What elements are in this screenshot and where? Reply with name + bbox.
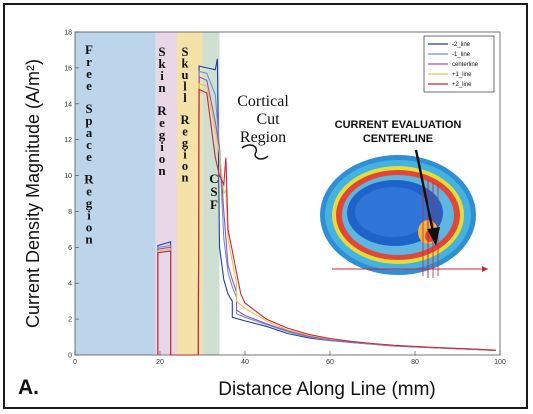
legend-label--1_line: -1_line (452, 52, 471, 58)
series-layer (157, 58, 496, 356)
y-tick-label: 8 (68, 209, 72, 216)
y-tick-label: 0 (68, 353, 72, 360)
axes-layer: 0 20 40 60 80 100 0 2 4 6 8 10 12 14 16 18 Distance Alon… (18, 30, 506, 401)
annotations-layer: Cortical Cut Region CURRENT EVALUATION CENTE… (237, 93, 461, 246)
series-line-+2_line (157, 88, 496, 356)
plot-area-border (74, 31, 501, 356)
x-tick-label: 100 (494, 359, 506, 366)
y-tick-label: 4 (68, 281, 72, 288)
y-tick-label: 10 (64, 173, 72, 180)
legend: -2_line -1_line centerline +1_line +2_line (423, 35, 495, 93)
legend-label-+2_line: +2_line (452, 82, 472, 88)
squiggle-pointer (241, 144, 269, 160)
region-band-0 (75, 32, 156, 355)
evaluation-arrow-head (427, 227, 440, 246)
region-band-1 (155, 32, 177, 355)
brain-cross-section-inset (320, 155, 488, 278)
y-tick-label: 6 (68, 245, 72, 252)
x-tick-label: 80 (411, 359, 419, 366)
annotation-evaluation-centerline: CURRENT EVALUATION CENTERLINE (335, 119, 462, 145)
y-axis-label: Current Density Magnitude (A/m²) (23, 59, 43, 328)
legend-label-centerline: centerline (452, 62, 479, 68)
x-tick-label: 60 (326, 359, 334, 366)
x-tick-label: 20 (156, 359, 164, 366)
evaluation-arrow-shaft (414, 149, 435, 233)
y-tick-label: 12 (64, 137, 72, 144)
x-tick-label: 0 (73, 359, 77, 366)
x-axis-label: Distance Along Line (mm) (218, 379, 436, 400)
legend-label--2_line: -2_line (452, 42, 471, 48)
y-tick-label: 16 (64, 65, 72, 72)
x-tick-label: 40 (241, 359, 249, 366)
legend-label-+1_line: +1_line (452, 72, 472, 78)
region-band-3 (202, 32, 220, 355)
y-tick-label: 2 (68, 317, 72, 324)
annotation-cortical-cut: Cortical Cut Region (237, 93, 289, 146)
y-tick-label: 14 (64, 101, 72, 108)
regions-layer (75, 32, 220, 355)
y-tick-label: 18 (64, 30, 72, 37)
panel-label: A. (18, 376, 39, 399)
